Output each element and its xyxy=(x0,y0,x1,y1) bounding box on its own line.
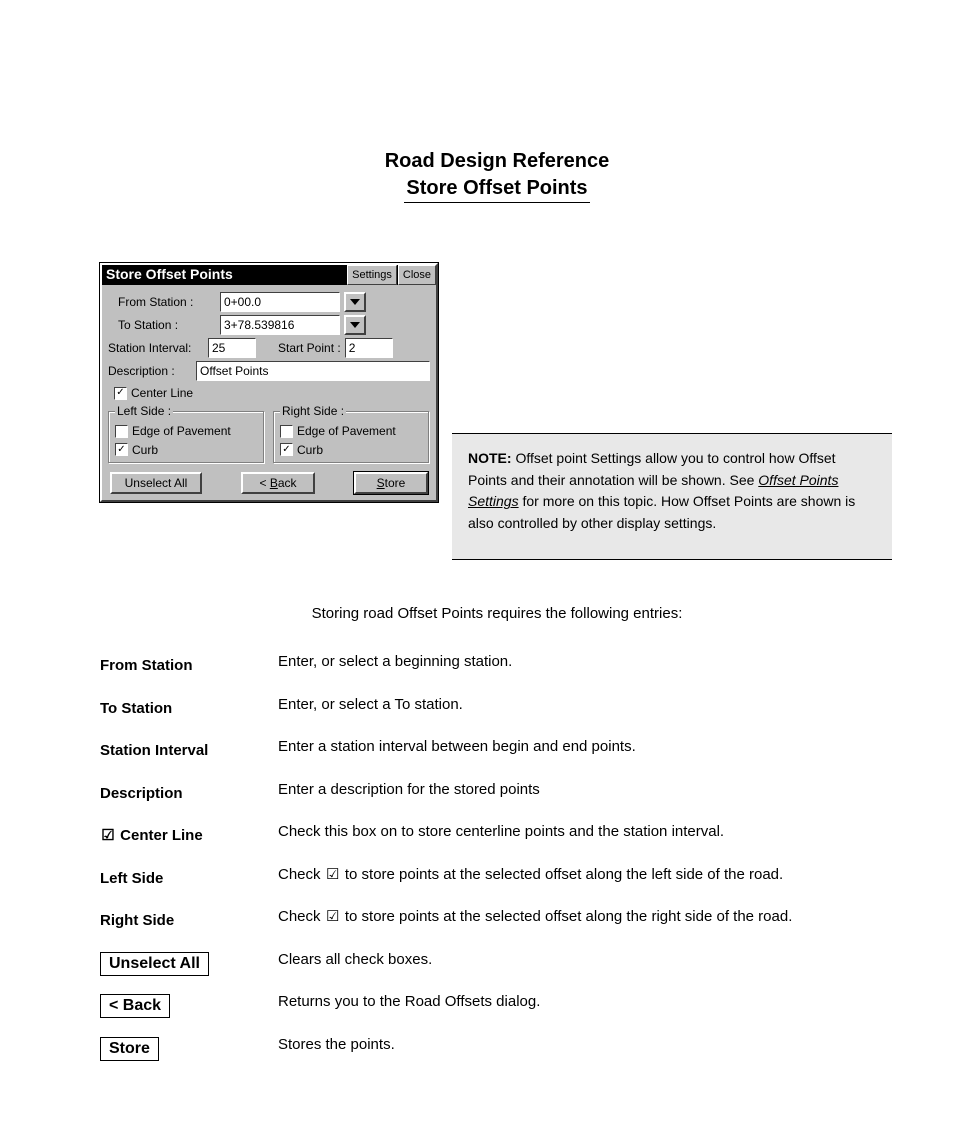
checkbox-icon xyxy=(115,425,128,438)
description-label: Description : xyxy=(108,364,192,378)
right-curb-label: Curb xyxy=(297,443,323,457)
left-side-legend: Left Side : xyxy=(115,404,173,418)
term-unselect-all: Unselect All xyxy=(100,950,268,979)
reference-intro: Storing road Offset Points requires the … xyxy=(100,600,894,629)
start-point-input[interactable] xyxy=(345,338,393,358)
close-button[interactable]: Close xyxy=(398,265,436,285)
checked-box-icon: ☑ xyxy=(325,903,341,932)
term-to-station: To Station xyxy=(100,695,268,724)
term-back: < Back xyxy=(100,992,268,1021)
back-button-graphic: < Back xyxy=(100,994,170,1018)
reference-section: Storing road Offset Points requires the … xyxy=(100,600,894,1060)
term-center-line: ☑ Center Line xyxy=(100,822,268,851)
right-edge-pavement-label: Edge of Pavement xyxy=(297,424,396,438)
dialog-titlebar: Store Offset Points Settings Close xyxy=(102,265,436,285)
to-station-label: To Station : xyxy=(108,318,216,332)
heading-line2: Store Offset Points xyxy=(404,177,589,203)
desc-right-side-mid: to store points at the selected offset a… xyxy=(341,908,793,925)
checked-box-icon: ☑ xyxy=(100,822,116,851)
desc-back: Returns you to the Road Offsets dialog. xyxy=(278,988,894,1017)
center-line-checkbox[interactable]: ✓ Center Line xyxy=(114,386,193,400)
center-line-checkbox-label: Center Line xyxy=(131,386,193,400)
unselect-all-button[interactable]: Unselect All xyxy=(110,472,202,494)
desc-left-side: Check ☑ to store points at the selected … xyxy=(278,861,894,890)
station-interval-input[interactable] xyxy=(208,338,256,358)
store-button[interactable]: Store xyxy=(354,472,428,494)
back-button[interactable]: < Back xyxy=(241,472,315,494)
from-station-input[interactable] xyxy=(220,292,340,312)
from-station-dropdown[interactable] xyxy=(344,292,366,312)
checkbox-icon: ✓ xyxy=(280,443,293,456)
note-lead: NOTE: xyxy=(468,450,512,466)
desc-center-line: Check this box on to store centerline po… xyxy=(278,818,894,847)
note-box: NOTE: Offset point Settings allow you to… xyxy=(452,433,892,560)
chevron-down-icon xyxy=(350,299,360,305)
desc-station-interval: Enter a station interval between begin a… xyxy=(278,733,894,762)
checked-box-icon: ☑ xyxy=(325,861,341,890)
back-button-prefix: < xyxy=(259,476,269,490)
unselect-all-button-graphic: Unselect All xyxy=(100,952,209,976)
checkbox-icon: ✓ xyxy=(115,443,128,456)
chevron-down-icon xyxy=(350,322,360,328)
desc-store: Stores the points. xyxy=(278,1031,894,1060)
right-side-group: Right Side : Edge of Pavement ✓ Curb xyxy=(273,411,430,464)
term-description: Description xyxy=(100,780,268,809)
dialog-title: Store Offset Points xyxy=(102,265,346,285)
heading-line1: Road Design Reference xyxy=(100,150,894,173)
to-station-input[interactable] xyxy=(220,315,340,335)
term-center-line-label: Center Line xyxy=(120,827,203,844)
store-button-graphic: Store xyxy=(100,1037,159,1061)
start-point-label: Start Point : xyxy=(278,341,341,355)
desc-left-side-prefix: Check xyxy=(278,866,325,883)
station-interval-label: Station Interval: xyxy=(108,341,204,355)
right-edge-pavement-checkbox[interactable]: Edge of Pavement xyxy=(280,424,396,438)
desc-right-side-prefix: Check xyxy=(278,908,325,925)
left-edge-pavement-checkbox[interactable]: Edge of Pavement xyxy=(115,424,231,438)
store-button-mnemonic: S xyxy=(377,476,385,490)
left-side-group: Left Side : Edge of Pavement ✓ Curb xyxy=(108,411,265,464)
from-station-label: From Station : xyxy=(108,295,216,309)
description-input[interactable] xyxy=(196,361,430,381)
desc-to-station: Enter, or select a To station. xyxy=(278,691,894,720)
checkbox-icon: ✓ xyxy=(114,387,127,400)
store-button-rest: tore xyxy=(385,476,406,490)
note-body-after: for more on this topic. How Offset Point… xyxy=(468,493,855,531)
left-curb-label: Curb xyxy=(132,443,158,457)
desc-right-side: Check ☑ to store points at the selected … xyxy=(278,903,894,932)
back-button-rest: ack xyxy=(278,476,297,490)
to-station-dropdown[interactable] xyxy=(344,315,366,335)
term-left-side: Left Side xyxy=(100,865,268,894)
back-button-mnemonic: B xyxy=(270,476,278,490)
right-side-legend: Right Side : xyxy=(280,404,346,418)
desc-unselect-all: Clears all check boxes. xyxy=(278,946,894,975)
settings-button[interactable]: Settings xyxy=(347,265,397,285)
checkbox-icon xyxy=(280,425,293,438)
term-store: Store xyxy=(100,1035,268,1064)
term-right-side: Right Side xyxy=(100,907,268,936)
store-offset-points-dialog: Store Offset Points Settings Close From … xyxy=(100,263,438,502)
section-heading: Road Design Reference Store Offset Point… xyxy=(100,150,894,203)
term-station-interval: Station Interval xyxy=(100,737,268,766)
term-from-station: From Station xyxy=(100,652,268,681)
left-edge-pavement-label: Edge of Pavement xyxy=(132,424,231,438)
desc-from-station: Enter, or select a beginning station. xyxy=(278,648,894,677)
desc-description: Enter a description for the stored point… xyxy=(278,776,894,805)
desc-left-side-mid: to store points at the selected offset a… xyxy=(341,866,784,883)
left-curb-checkbox[interactable]: ✓ Curb xyxy=(115,443,158,457)
right-curb-checkbox[interactable]: ✓ Curb xyxy=(280,443,323,457)
